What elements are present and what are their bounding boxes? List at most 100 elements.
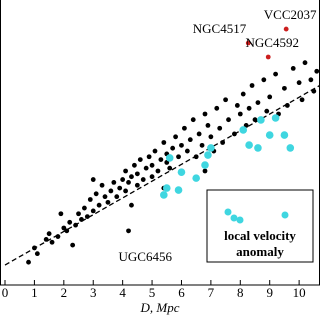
point [284, 103, 290, 108]
x-tick-label: 6 [178, 285, 185, 300]
point [170, 145, 176, 151]
point [246, 105, 252, 111]
point [149, 162, 155, 168]
point [187, 137, 193, 143]
point [129, 202, 134, 208]
point [165, 154, 174, 162]
point [271, 114, 280, 122]
point [137, 157, 143, 163]
point [79, 217, 84, 222]
point [290, 66, 296, 71]
point [140, 177, 146, 182]
point [190, 117, 196, 123]
point [196, 131, 202, 137]
x-tick-label: 3 [90, 285, 97, 300]
point [90, 177, 96, 182]
point [111, 180, 117, 185]
point [152, 148, 158, 154]
point [299, 97, 305, 103]
point [234, 103, 240, 108]
x-tick-label: 4 [119, 285, 126, 300]
point [32, 245, 37, 251]
point [126, 228, 131, 234]
point [90, 208, 96, 214]
point [58, 211, 64, 217]
point [129, 174, 134, 180]
point [177, 168, 186, 176]
point [207, 144, 215, 152]
point [143, 165, 149, 171]
point [201, 161, 209, 169]
point [67, 219, 73, 225]
point-label: NGC4592 [246, 35, 299, 50]
x-tick-label: 5 [149, 285, 156, 300]
point [134, 171, 140, 177]
point [204, 151, 212, 159]
point [176, 154, 181, 160]
point [208, 134, 214, 140]
x-tick-label: 9 [266, 285, 273, 300]
point [237, 111, 243, 117]
point [314, 68, 320, 74]
x-tick-label: 10 [293, 285, 306, 300]
point [117, 185, 123, 191]
point [105, 199, 111, 205]
point [82, 205, 87, 211]
point [55, 234, 61, 239]
point [245, 141, 253, 149]
point [64, 228, 70, 234]
point-label: VCC2037 [264, 7, 317, 22]
point [179, 142, 184, 148]
point [160, 191, 168, 199]
point [161, 140, 167, 145]
point [257, 116, 265, 124]
point [311, 88, 317, 94]
annotation-marker [236, 216, 244, 224]
point [254, 144, 262, 152]
x-tick-label: 8 [237, 285, 244, 300]
point [43, 237, 49, 242]
point [132, 162, 137, 168]
point [273, 71, 278, 77]
point [126, 180, 131, 185]
x-tick-label: 2 [61, 285, 68, 300]
point [265, 54, 271, 60]
point [245, 40, 251, 46]
point [174, 186, 183, 194]
point [223, 97, 228, 103]
annotation-marker [224, 208, 232, 216]
point [162, 184, 171, 192]
point [239, 126, 248, 134]
point [202, 168, 208, 174]
point [99, 182, 105, 188]
point-label: NGC4517 [193, 21, 247, 36]
point [232, 131, 237, 137]
annotation-marker [230, 214, 238, 222]
point [84, 214, 90, 220]
point [252, 117, 258, 123]
point [49, 239, 55, 245]
point [220, 140, 226, 145]
point [308, 77, 314, 83]
point [280, 131, 289, 139]
point [267, 94, 273, 100]
point [158, 157, 164, 163]
point [302, 60, 308, 66]
annotation-text: anomaly [236, 244, 284, 259]
annotation-marker [281, 211, 289, 219]
point [93, 191, 99, 197]
point [123, 168, 128, 174]
point [264, 108, 270, 114]
point [120, 177, 126, 182]
point [286, 144, 295, 152]
point [202, 111, 208, 117]
point [261, 77, 267, 83]
point [149, 174, 155, 180]
annotation-box [206, 189, 314, 263]
point [249, 83, 255, 88]
point [182, 125, 187, 131]
point [87, 197, 93, 202]
point [73, 222, 78, 228]
x-tick-label: 1 [31, 285, 38, 300]
